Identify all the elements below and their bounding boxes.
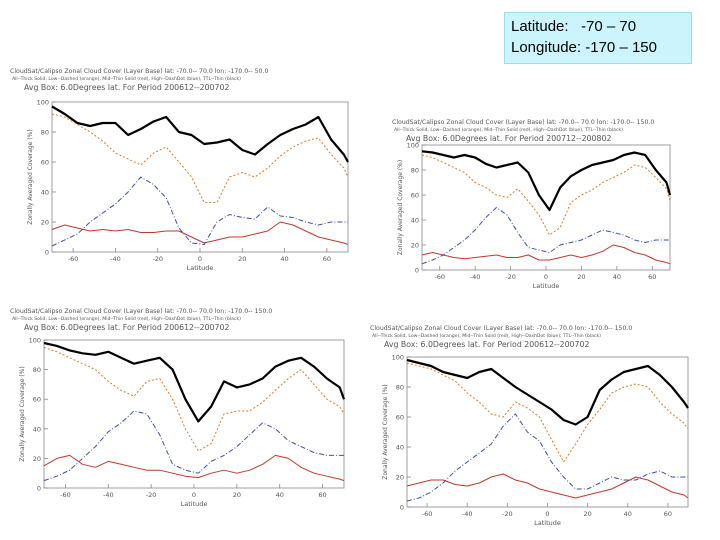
x-tick-label: 0 (545, 510, 549, 518)
x-tick-label: 40 (276, 491, 284, 499)
x-axis-label: Latitude (187, 264, 214, 272)
y-tick-label: 20 (41, 219, 49, 227)
x-tick-label: -60 (60, 491, 71, 499)
chart-title: CloudSat/Calipso Zonal Cloud Cover (Laye… (392, 119, 654, 126)
x-tick-label: 60 (323, 255, 331, 263)
x-tick-label: -60 (422, 510, 433, 518)
x-tick-label: -60 (68, 255, 79, 263)
y-axis-label: Zonally Averaged Coverage (%) (382, 384, 389, 479)
x-tick-label: 60 (664, 510, 672, 518)
y-tick-label: 0 (400, 504, 404, 512)
series-line-low (421, 154, 671, 236)
x-tick-label: -20 (505, 273, 516, 281)
y-axis-label: Zonally Averaged Coverage (%) (397, 160, 404, 255)
series-line-high (406, 413, 688, 502)
y-tick-label: 80 (411, 167, 419, 175)
series-line-all (51, 105, 349, 163)
x-tick-label: -40 (103, 491, 114, 499)
series-line-low (406, 362, 689, 463)
chart-subtitle: Avg Box: 6.0Degrees lat. For Period 2006… (24, 83, 229, 92)
series-line-high (51, 176, 348, 247)
series-line-all (406, 358, 689, 426)
y-tick-label: 80 (33, 366, 41, 374)
y-tick-label: 0 (45, 249, 49, 257)
x-tick-label: 0 (192, 491, 196, 499)
zonal-cloud-chart-1: CloudSat/Calipso Zonal Cloud Cover (Laye… (10, 68, 349, 272)
y-tick-label: 80 (41, 129, 49, 137)
y-tick-label: 40 (396, 444, 404, 452)
longitude-line: Longitude: -170 – 150 (511, 37, 685, 58)
x-tick-label: 0 (198, 255, 202, 263)
x-tick-label: 20 (238, 255, 246, 263)
series-line-mid (51, 221, 349, 245)
y-tick-label: 100 (392, 354, 404, 362)
chart-title: CloudSat/Calipso Zonal Cloud Cover (Laye… (370, 325, 632, 332)
x-tick-label: 20 (584, 510, 592, 518)
x-tick-label: -20 (502, 510, 513, 518)
y-tick-label: 60 (411, 192, 419, 200)
region-info-box: Latitude: -70 – 70 Longitude: -170 – 150 (504, 12, 692, 64)
longitude-value: -170 – 150 (585, 39, 657, 56)
x-tick-label: 20 (233, 491, 241, 499)
series-line-mid (43, 454, 345, 482)
chart-subtitle: Avg Box: 6.0Degrees lat. For Period 2007… (406, 134, 611, 143)
y-tick-label: 100 (407, 142, 419, 150)
longitude-label: Longitude: (511, 39, 582, 56)
x-tick-label: -40 (470, 273, 481, 281)
series-line-mid (406, 473, 689, 499)
latitude-label: Latitude: (511, 18, 569, 35)
chart-legend-text: All--Thick Solid, Low--Dashed (orange), … (372, 333, 601, 339)
series-line-high (421, 207, 670, 265)
latitude-value: -70 – 70 (581, 18, 637, 35)
x-tick-label: -20 (152, 255, 163, 263)
zonal-cloud-chart-3: CloudSat/Calipso Zonal Cloud Cover (Laye… (10, 308, 346, 508)
y-tick-label: 20 (396, 474, 404, 482)
y-tick-label: 20 (411, 242, 419, 250)
y-tick-label: 60 (33, 396, 41, 404)
x-tick-label: -40 (110, 255, 121, 263)
chart-subtitle: Avg Box: 6.0Degrees lat. For Period 2006… (384, 340, 589, 349)
series-line-low (51, 113, 349, 203)
y-tick-label: 0 (37, 485, 41, 493)
y-tick-label: 100 (37, 99, 49, 107)
y-tick-label: 100 (29, 337, 41, 345)
y-tick-label: 60 (396, 414, 404, 422)
latitude-line: Latitude: -70 – 70 (511, 16, 685, 37)
y-tick-label: 80 (396, 384, 404, 392)
y-tick-label: 40 (41, 189, 49, 197)
chart-title: CloudSat/Calipso Zonal Cloud Cover (Laye… (10, 308, 272, 315)
chart-legend-text: All--Thick Solid, Low--Dashed (orange), … (12, 316, 241, 322)
x-axis-label: Latitude (533, 282, 560, 290)
y-axis-label: Zonally Averaged Coverage (%) (19, 366, 26, 461)
y-tick-label: 60 (41, 159, 49, 167)
chart-title: CloudSat/Calipso Zonal Cloud Cover (Laye… (10, 68, 268, 75)
series-line-mid (421, 244, 671, 265)
x-tick-label: 20 (577, 273, 585, 281)
y-tick-label: 20 (33, 455, 41, 463)
series-line-all (43, 341, 346, 423)
y-axis-label: Zonally Averaged Coverage (%) (27, 129, 34, 224)
zonal-cloud-chart-2: CloudSat/Calipso Zonal Cloud Cover (Laye… (392, 119, 672, 290)
series-line-high (43, 410, 344, 482)
chart-legend-text: All--Thick Solid, Low--Dashed (orange), … (12, 76, 241, 82)
series-line-all (421, 150, 672, 212)
series-line-low (43, 346, 345, 452)
x-tick-label: -20 (146, 491, 157, 499)
y-tick-label: 40 (33, 425, 41, 433)
x-tick-label: -40 (462, 510, 473, 518)
x-tick-label: 60 (318, 491, 326, 499)
x-axis-label: Latitude (534, 519, 561, 527)
x-tick-label: 40 (624, 510, 632, 518)
x-axis-label: Latitude (181, 500, 208, 508)
x-tick-label: 0 (544, 273, 548, 281)
x-tick-label: 60 (648, 273, 656, 281)
y-tick-label: 0 (415, 267, 419, 275)
chart-subtitle: Avg Box: 6.0Degrees lat. For Period 2006… (24, 323, 229, 332)
chart-legend-text: All--Thick Solid, Low--Dashed (orange), … (394, 127, 623, 133)
x-tick-label: 40 (613, 273, 621, 281)
x-tick-label: 40 (280, 255, 288, 263)
zonal-cloud-chart-4: CloudSat/Calipso Zonal Cloud Cover (Laye… (370, 325, 689, 527)
x-tick-label: -60 (434, 273, 445, 281)
y-tick-label: 40 (411, 217, 419, 225)
